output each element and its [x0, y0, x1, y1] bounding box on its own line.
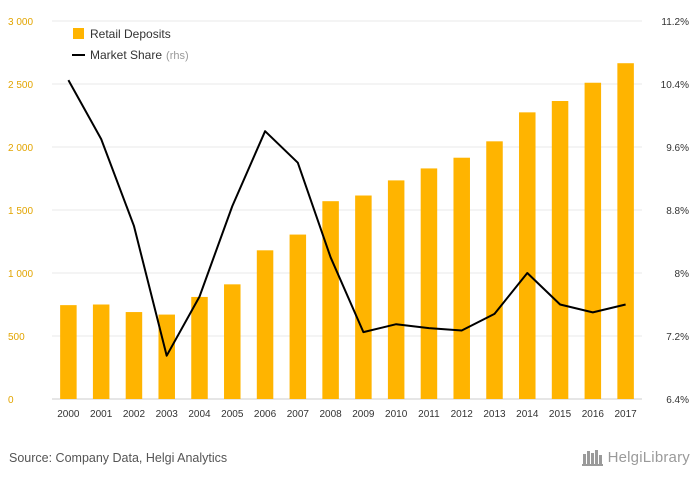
- right-tick-label: 8%: [675, 269, 690, 280]
- bar-2009[interactable]: [355, 195, 372, 399]
- left-tick-label: 3 000: [8, 17, 33, 28]
- left-tick-label: 1 500: [8, 206, 33, 217]
- bar-2007[interactable]: [289, 234, 307, 399]
- left-tick-label: 2 000: [8, 143, 33, 154]
- library-icon: [581, 448, 604, 466]
- right-tick-label: 8.8%: [666, 206, 689, 217]
- x-tick-label: 2002: [123, 409, 146, 420]
- bar-2004[interactable]: [191, 296, 208, 399]
- bar-2015[interactable]: [551, 101, 569, 399]
- x-tick-label: 2015: [549, 409, 572, 420]
- x-tick-label: 2014: [516, 409, 539, 420]
- left-axis-ticks: 0 500 1 000 1 500 2 000 2 500 3 000: [8, 17, 33, 406]
- x-tick-label: 2004: [188, 409, 211, 420]
- bar-2016[interactable]: [584, 82, 602, 400]
- legend-label-rhs-note: (rhs): [166, 50, 189, 62]
- line-series-market-share: [67, 79, 626, 357]
- x-tick-label: 2012: [451, 409, 474, 420]
- x-tick-label: 2011: [418, 409, 440, 420]
- source-note: Source: Company Data, Helgi Analytics: [9, 451, 228, 465]
- left-tick-label: 2 500: [8, 80, 33, 91]
- bar-2017[interactable]: [617, 63, 634, 400]
- bar-2014[interactable]: [519, 112, 536, 399]
- left-tick-label: 0: [8, 395, 14, 406]
- x-tick-label: 2008: [319, 409, 342, 420]
- x-tick-label: 2013: [483, 409, 506, 420]
- right-tick-label: 11.2%: [661, 17, 689, 28]
- bar-2008[interactable]: [322, 201, 339, 399]
- right-tick-label: 9.6%: [666, 143, 689, 154]
- x-tick-label: 2007: [287, 409, 310, 420]
- x-axis-ticks: 2000 2001 2002 2003 2004 2005 2006 2007 2008 2009…: [57, 409, 637, 420]
- bar-2003[interactable]: [158, 314, 175, 399]
- grid-lines: [52, 20, 642, 400]
- bar-2011[interactable]: [420, 168, 438, 399]
- bar-series-retail-deposits: [60, 63, 634, 400]
- left-tick-label: 500: [8, 332, 25, 343]
- bar-2006[interactable]: [256, 250, 274, 399]
- x-tick-label: 2001: [90, 409, 113, 420]
- bar-2005[interactable]: [224, 284, 241, 399]
- right-tick-label: 10.4%: [661, 80, 689, 91]
- x-tick-label: 2009: [352, 409, 375, 420]
- bar-2000[interactable]: [60, 305, 77, 399]
- market-share-line[interactable]: [67, 79, 626, 357]
- x-tick-label: 2016: [582, 409, 605, 420]
- left-tick-label: 1 000: [8, 269, 33, 280]
- legend-label-retail-deposits[interactable]: Retail Deposits: [90, 27, 171, 41]
- right-tick-label: 6.4%: [666, 395, 689, 406]
- x-tick-label: 2000: [57, 409, 80, 420]
- bar-2001[interactable]: [92, 304, 110, 400]
- x-tick-label: 2005: [221, 409, 244, 420]
- legend-swatch-retail-deposits: [73, 28, 84, 39]
- logo-text: HelgiLibrary: [607, 448, 690, 466]
- legend[interactable]: Retail Deposits Market Share (rhs): [72, 27, 189, 62]
- x-tick-label: 2003: [156, 409, 179, 420]
- x-tick-label: 2010: [385, 409, 408, 420]
- x-tick-label: 2006: [254, 409, 277, 420]
- bar-2013[interactable]: [486, 141, 503, 399]
- bar-2012[interactable]: [453, 157, 470, 399]
- bar-2010[interactable]: [387, 180, 405, 399]
- legend-label-market-share-name: Market Share: [90, 48, 162, 62]
- right-tick-label: 7.2%: [666, 332, 689, 343]
- helgi-library-logo[interactable]: HelgiLibrary: [581, 448, 690, 466]
- bar-2002[interactable]: [125, 312, 143, 399]
- legend-label-market-share[interactable]: Market Share (rhs): [90, 48, 189, 62]
- right-axis-ticks: 6.4% 7.2% 8% 8.8% 9.6% 10.4% 11.2%: [661, 17, 689, 406]
- x-tick-label: 2017: [614, 409, 637, 420]
